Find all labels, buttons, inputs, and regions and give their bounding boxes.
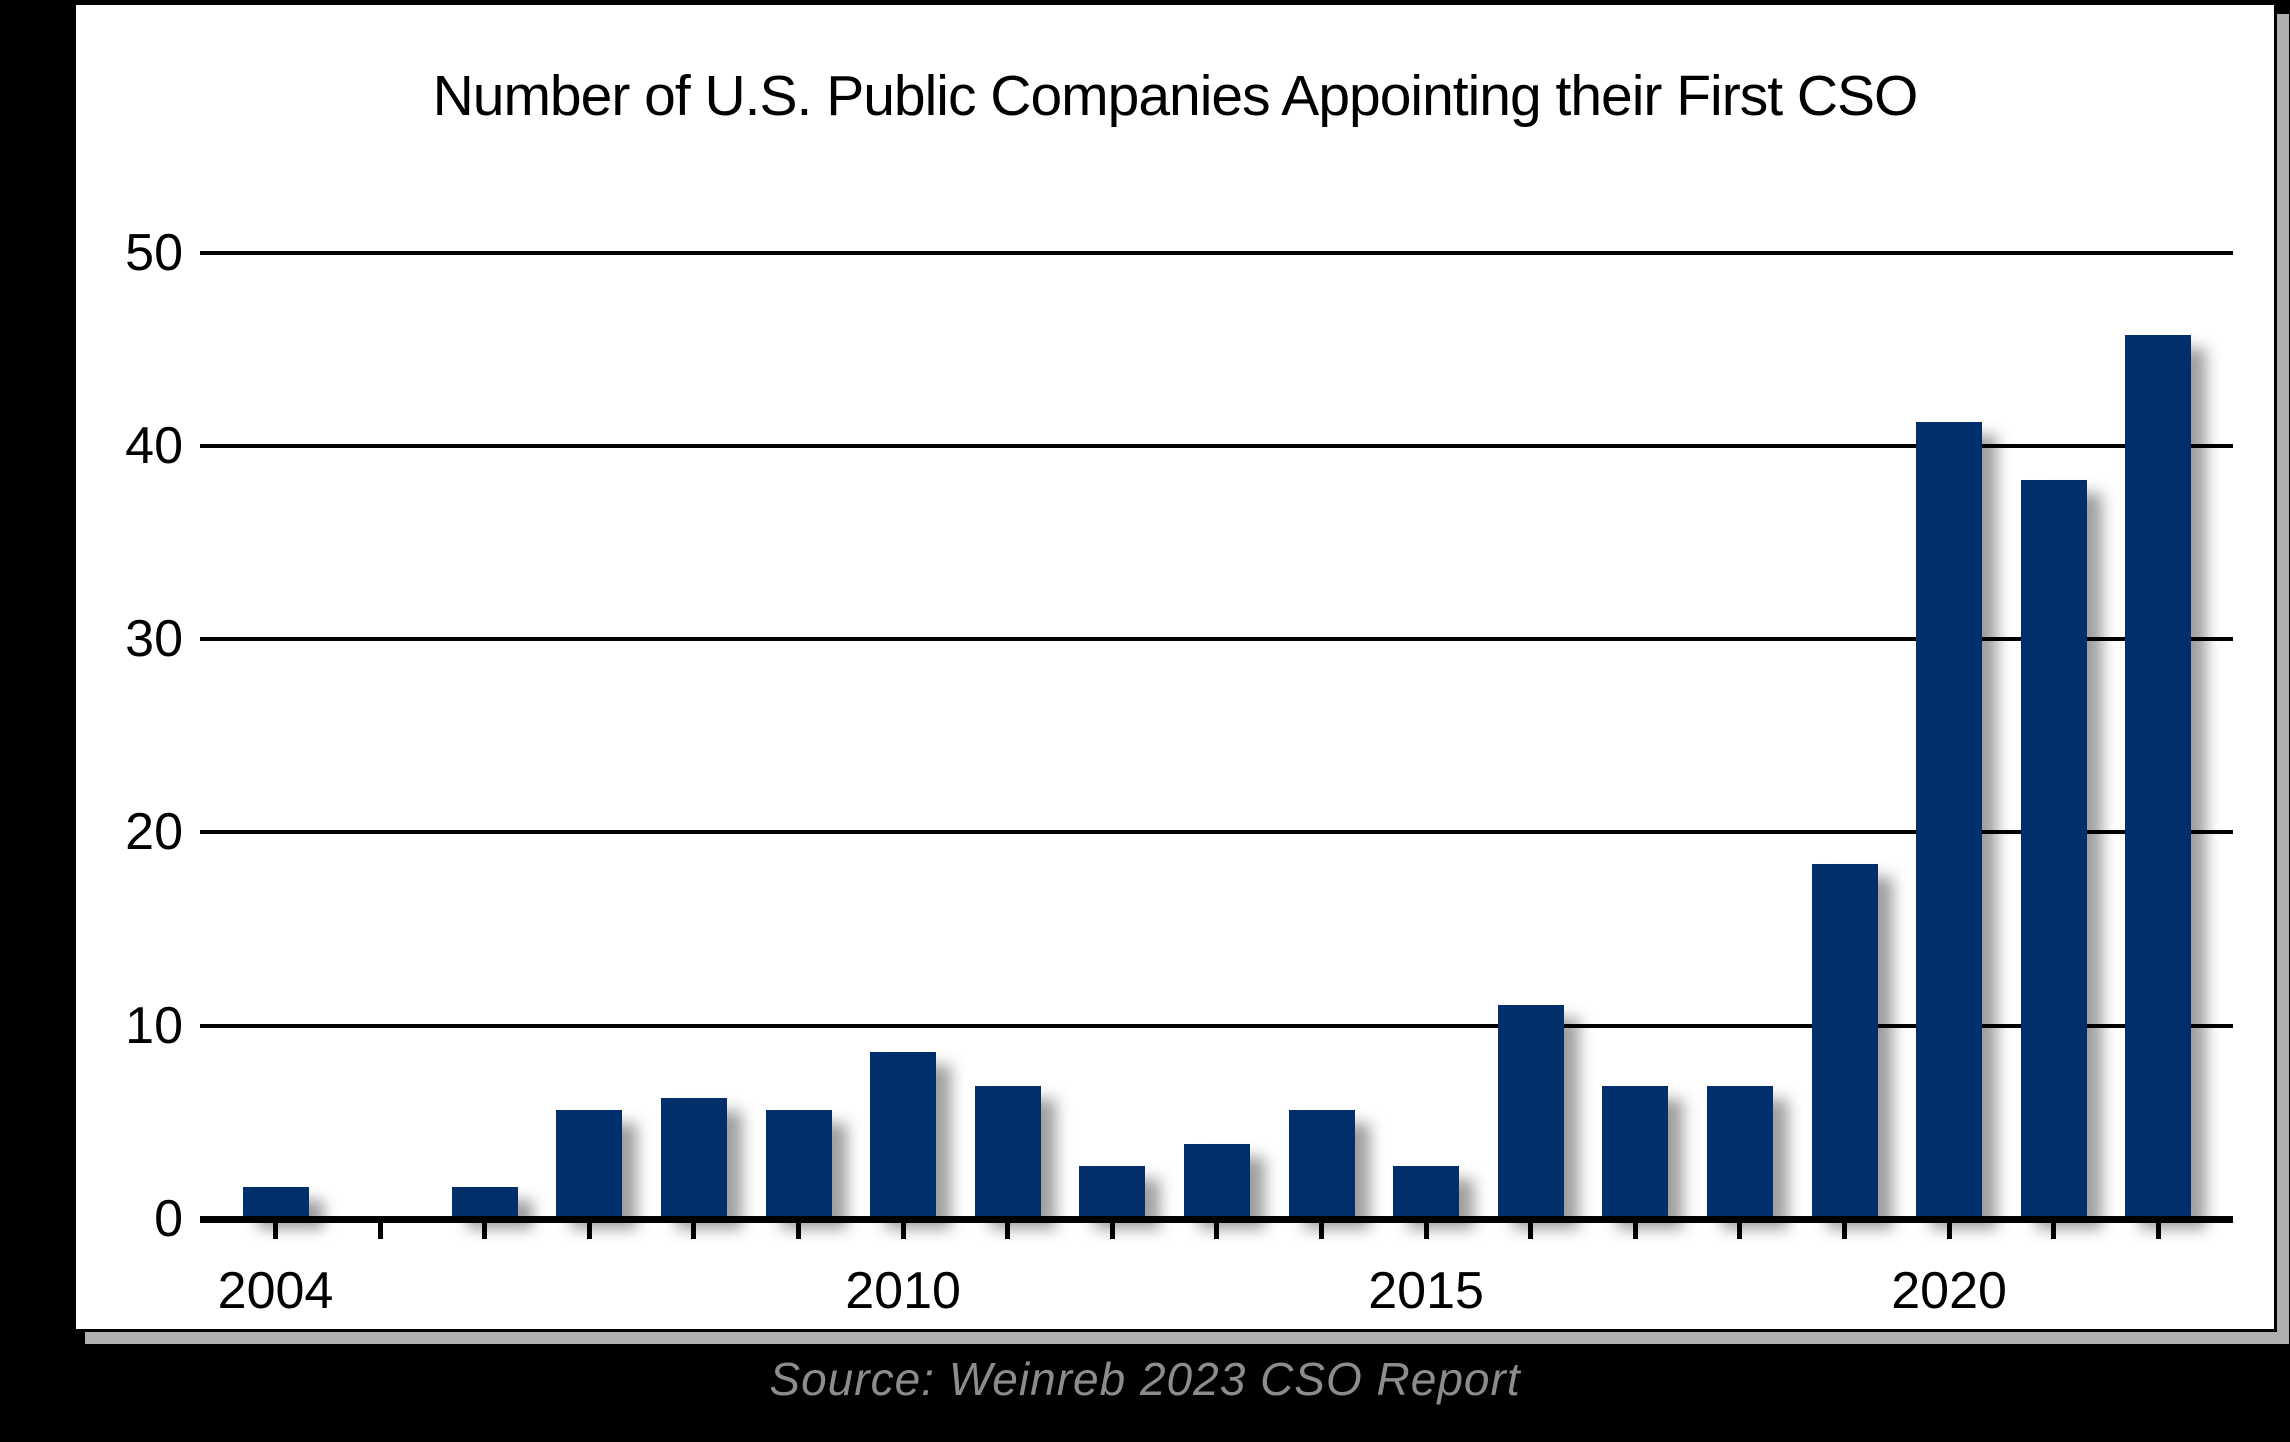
bar-2020 <box>1916 422 1983 1216</box>
gridline-50 <box>200 250 2233 255</box>
x-tick-2006 <box>482 1222 488 1239</box>
bar-2007 <box>556 1110 623 1216</box>
x-tick-label-2010: 2010 <box>845 1262 961 1320</box>
y-tick-label-0: 0 <box>154 1190 183 1248</box>
x-tick-2012 <box>1109 1222 1115 1239</box>
x-tick-2019 <box>1842 1222 1847 1239</box>
bar-2013 <box>1183 1144 1250 1216</box>
x-tick-2011 <box>1005 1222 1011 1239</box>
y-tick-label-10: 10 <box>125 996 183 1055</box>
chart-card: Number of U.S. Public Companies Appointi… <box>73 2 2277 1332</box>
gridline-20 <box>200 830 2233 835</box>
bar-2009 <box>765 1110 832 1216</box>
x-axis-line <box>200 1215 2233 1223</box>
bar-2016 <box>1497 1005 1564 1216</box>
bar-2014 <box>1288 1110 1355 1216</box>
bar-2015 <box>1393 1166 1460 1216</box>
x-tick-2013 <box>1214 1222 1220 1239</box>
y-tick-label-30: 30 <box>125 610 183 669</box>
gridline-40 <box>200 443 2233 448</box>
x-tick-2010 <box>900 1222 906 1239</box>
gridline-30 <box>200 637 2233 642</box>
bar-2022 <box>2125 335 2192 1216</box>
bar-2006 <box>451 1187 518 1216</box>
chart-title: Number of U.S. Public Companies Appointi… <box>432 64 1919 128</box>
x-tick-2005 <box>377 1222 383 1239</box>
x-tick-2016 <box>1528 1222 1534 1239</box>
bar-2008 <box>660 1098 727 1216</box>
x-tick-2017 <box>1632 1222 1638 1239</box>
x-tick-2008 <box>691 1222 697 1239</box>
x-tick-label-2015: 2015 <box>1368 1262 1484 1320</box>
x-tick-2022 <box>2155 1222 2161 1239</box>
x-tick-2004 <box>273 1222 278 1239</box>
bar-2021 <box>2020 480 2087 1216</box>
bar-2010 <box>870 1052 937 1216</box>
bar-2017 <box>1602 1086 1669 1216</box>
x-tick-2007 <box>586 1222 592 1239</box>
x-tick-2020 <box>1946 1222 1952 1239</box>
gridline-10 <box>200 1023 2233 1028</box>
plot-area: 0 10 20 30 40 50 2004 2010 2015 2020 <box>76 5 2274 1329</box>
source-caption: Source: Weinreb 2023 CSO Report <box>769 1353 1521 1405</box>
bar-2011 <box>974 1086 1041 1216</box>
y-tick-label-40: 40 <box>125 416 183 475</box>
y-tick-label-50: 50 <box>125 223 183 282</box>
x-tick-2015 <box>1423 1222 1429 1239</box>
x-tick-label-2004: 2004 <box>217 1262 334 1320</box>
x-tick-2021 <box>2051 1222 2057 1239</box>
bar-2018 <box>1706 1086 1773 1216</box>
bar-2004 <box>242 1187 309 1216</box>
x-tick-label-2020: 2020 <box>1891 1262 2007 1320</box>
x-tick-2018 <box>1737 1222 1743 1239</box>
bar-2012 <box>1079 1166 1146 1216</box>
x-tick-2009 <box>796 1222 801 1239</box>
bar-2019 <box>1811 864 1878 1216</box>
y-tick-label-20: 20 <box>125 803 183 862</box>
x-tick-2014 <box>1319 1222 1324 1239</box>
